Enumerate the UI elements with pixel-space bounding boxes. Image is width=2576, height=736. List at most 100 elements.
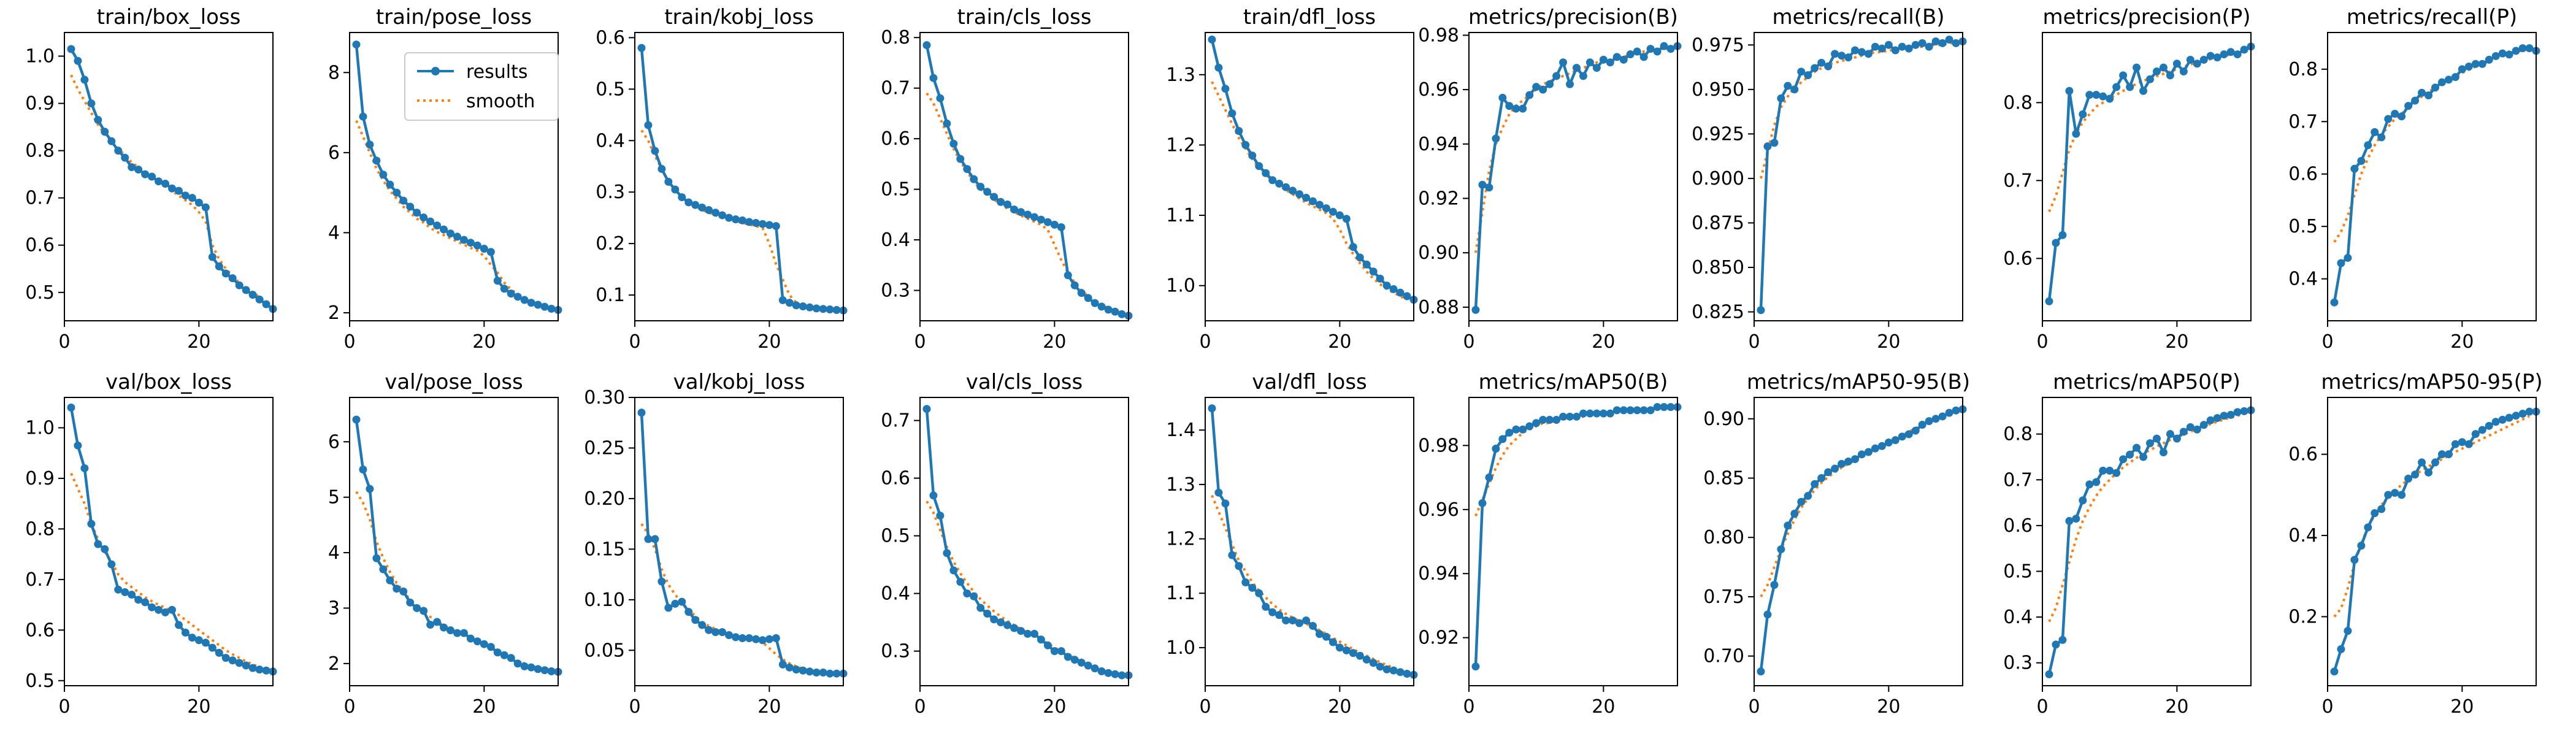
results-point	[2518, 409, 2527, 418]
results-point	[2444, 75, 2453, 84]
results-point	[2485, 55, 2493, 64]
results-point	[1084, 294, 1092, 302]
results-point	[1248, 583, 1257, 592]
results-point	[393, 188, 401, 197]
results-point	[188, 634, 196, 642]
results-series-line	[1474, 44, 1678, 310]
y-tick-label: 0.875	[1692, 212, 1744, 234]
results-point	[372, 156, 381, 165]
results-point	[732, 633, 740, 642]
results-point	[1633, 47, 1641, 56]
results-point	[1539, 85, 1547, 94]
results-point	[1262, 602, 1270, 611]
results-point	[1552, 416, 1561, 424]
results-point	[1369, 659, 1378, 667]
results-point	[80, 464, 89, 472]
results-point	[1599, 55, 1608, 64]
results-point	[101, 545, 109, 553]
results-point	[1505, 428, 1514, 437]
results-point	[1097, 302, 1106, 311]
results-point	[67, 45, 75, 53]
results-point	[691, 201, 700, 209]
results-point	[745, 634, 753, 642]
x-tick-label: 0	[343, 696, 355, 718]
panel-9: val/box_loss 0 20 0.5 0.6 0.7 0.8 0.9 1.0	[25, 370, 277, 718]
y-tick-label: 0.94	[1418, 563, 1459, 585]
results-point	[1362, 655, 1371, 664]
results-point	[188, 194, 196, 202]
panel-title: metrics/recall(B)	[1772, 5, 1944, 29]
results-point	[1322, 204, 1330, 213]
plot-frame	[2042, 397, 2252, 686]
panel-7: metrics/precision(P) 0 20 0.6 0.7 0.8	[2003, 5, 2255, 353]
results-point	[255, 295, 264, 304]
results-point	[2350, 164, 2359, 173]
legend-results-label: results	[466, 61, 528, 83]
results-point	[1566, 412, 1574, 421]
results-point	[711, 209, 720, 217]
x-tick-label: 0	[1463, 696, 1474, 718]
smooth-series-line	[2333, 48, 2530, 243]
results-point	[1214, 488, 1223, 497]
results-point	[949, 139, 958, 148]
results-point	[1660, 403, 1668, 412]
results-point	[161, 608, 170, 616]
results-point	[87, 519, 96, 528]
x-tick-label: 20	[2450, 331, 2474, 353]
results-point	[242, 661, 250, 670]
panel-10: val/pose_loss 0 20 2 3 4 5 6	[328, 370, 562, 718]
results-point	[520, 662, 529, 670]
results-point	[1777, 545, 1785, 554]
results-point	[970, 592, 978, 600]
y-tick-label: 0.5	[25, 670, 55, 692]
results-point	[480, 640, 488, 648]
y-tick-label: 0.6	[25, 619, 55, 641]
results-point	[1057, 223, 1065, 231]
results-point	[2391, 489, 2399, 497]
results-point	[1268, 176, 1277, 185]
results-point	[1471, 305, 1480, 314]
results-point	[1763, 610, 1772, 619]
results-point	[1104, 669, 1113, 677]
results-point	[547, 304, 556, 313]
results-point	[765, 635, 773, 643]
results-series-line	[2047, 408, 2252, 675]
results-point	[1864, 448, 1873, 456]
results-point	[379, 565, 388, 573]
y-tick-label: 0.4	[2288, 525, 2318, 546]
results-point	[1824, 468, 1833, 477]
results-point	[221, 269, 230, 278]
results-point	[513, 659, 522, 668]
results-point	[805, 667, 814, 676]
y-tick-label: 0.7	[25, 188, 55, 209]
results-point	[1003, 200, 1012, 209]
results-point	[792, 665, 800, 674]
results-point	[1050, 647, 1059, 656]
results-point	[1790, 510, 1799, 518]
y-tick-label: 0.4	[881, 229, 910, 251]
results-point	[2498, 49, 2507, 58]
plot-frame	[1205, 32, 1414, 321]
results-point	[1653, 47, 1662, 56]
results-point	[929, 491, 938, 500]
results-point	[1091, 299, 1099, 307]
results-point	[2206, 416, 2215, 424]
results-point	[433, 618, 442, 626]
results-point	[2199, 55, 2208, 64]
results-point	[1389, 666, 1398, 675]
results-point	[359, 466, 367, 473]
y-tick-label: 4	[328, 222, 340, 243]
results-point	[2418, 88, 2426, 97]
results-point	[725, 213, 734, 222]
results-point	[819, 669, 827, 677]
results-point	[1512, 425, 1520, 434]
results-point	[1492, 445, 1500, 453]
results-point	[976, 604, 985, 612]
results-point	[1289, 616, 1297, 625]
results-series-line	[1474, 405, 1677, 667]
results-point	[1931, 415, 1940, 423]
results-point	[1221, 499, 1230, 508]
results-point	[453, 629, 461, 637]
results-point	[242, 286, 250, 294]
y-tick-label: 0.7	[25, 569, 55, 591]
